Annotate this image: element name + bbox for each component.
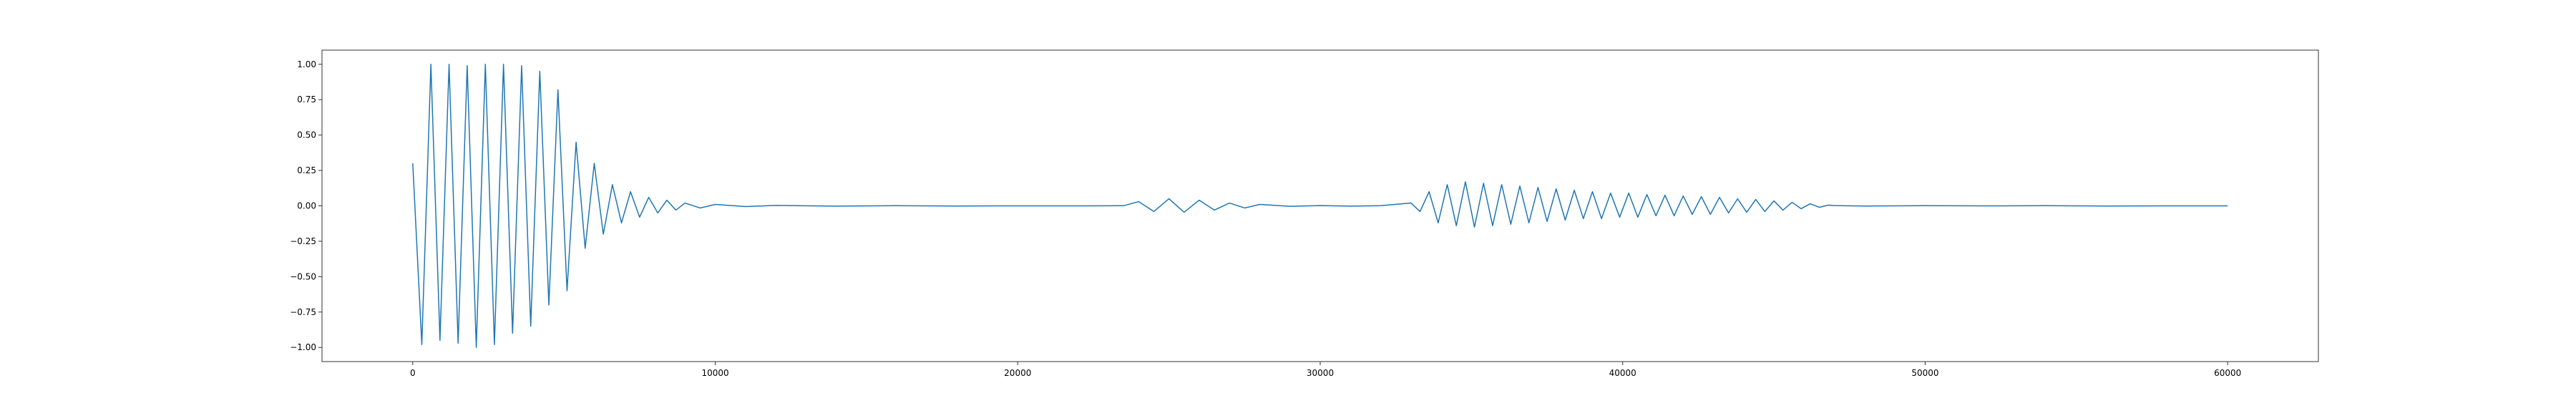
x-tick-label: 10000 xyxy=(701,368,728,378)
y-tick-label: −0.75 xyxy=(290,307,316,317)
x-tick-label: 40000 xyxy=(1609,368,1636,378)
waveform-series-line xyxy=(412,64,2228,348)
y-tick-label: −0.25 xyxy=(290,236,316,246)
x-tick-label: 60000 xyxy=(2214,368,2241,378)
axes-frame xyxy=(321,49,2319,362)
plot-area xyxy=(412,64,2228,348)
x-tick-label: 50000 xyxy=(1911,368,1938,378)
y-tick-label: 0.00 xyxy=(297,201,316,211)
y-axis: 1.00 0.75 0.50 0.25 0.00 −0.25 −0.50 −0.75 −1.00 xyxy=(290,59,322,352)
y-tick-label: 0.50 xyxy=(297,130,316,140)
y-tick-label: 0.25 xyxy=(297,165,316,175)
x-tick-label: 20000 xyxy=(1004,368,1031,378)
x-axis: 0 10000 20000 30000 40000 50000 60000 xyxy=(410,362,2241,378)
y-tick-label: −0.50 xyxy=(290,271,316,281)
y-tick-label: 0.75 xyxy=(297,95,316,105)
y-tick-label: 1.00 xyxy=(297,59,316,69)
x-tick-label: 30000 xyxy=(1307,368,1334,378)
x-tick-label: 0 xyxy=(410,368,416,378)
y-tick-label: −1.00 xyxy=(290,342,316,352)
